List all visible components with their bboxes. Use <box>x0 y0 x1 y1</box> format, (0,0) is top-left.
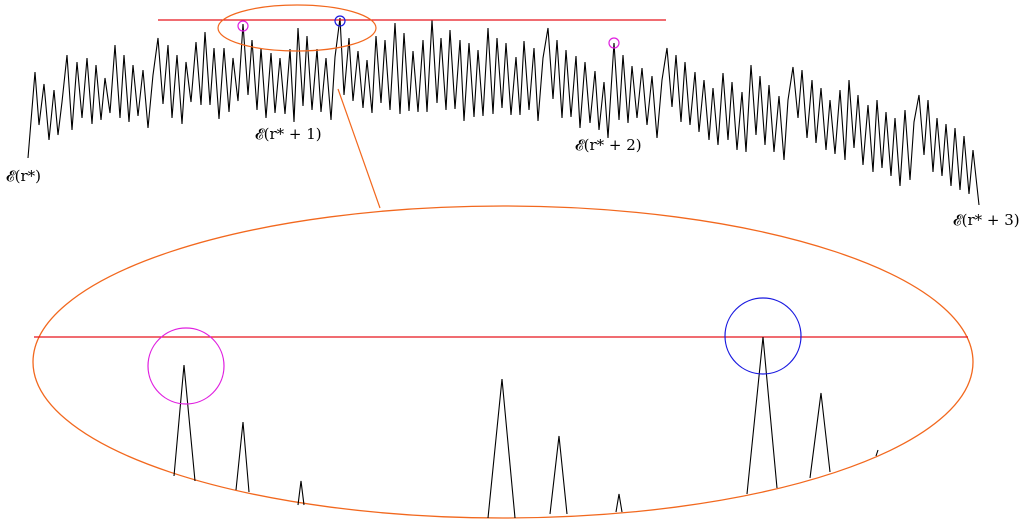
magnified-peak <box>615 493 623 513</box>
magnified-peak-marker-magenta <box>147 327 225 405</box>
label-energy-r-star-plus-2: 𝓔(r* + 2) <box>575 136 642 154</box>
peak-marker-blue <box>334 15 346 27</box>
zoom-connector-line <box>337 88 381 209</box>
magnified-view-ellipse <box>32 205 974 519</box>
magnified-peak <box>487 378 516 519</box>
magnified-peak <box>549 435 568 515</box>
magnified-peak <box>173 364 196 482</box>
label-energy-r-star-plus-1: 𝓔(r* + 1) <box>255 125 322 143</box>
magnified-peak <box>235 421 250 493</box>
magnified-peak <box>875 449 879 457</box>
label-energy-r-star: 𝓔(r*) <box>6 167 41 185</box>
magnified-peak <box>297 480 305 506</box>
magnified-peaks <box>173 336 879 519</box>
label-energy-r-star-plus-3: 𝓔(r* + 3) <box>953 211 1020 229</box>
energy-sawtooth-curve <box>27 17 980 206</box>
magnified-peak <box>809 392 831 479</box>
magnified-peak <box>746 336 778 495</box>
zoom-region-ellipse <box>217 4 377 52</box>
peak-marker-magenta <box>608 37 620 49</box>
peak-marker-magenta <box>237 20 249 32</box>
magnified-peak-marker-blue <box>724 297 802 375</box>
